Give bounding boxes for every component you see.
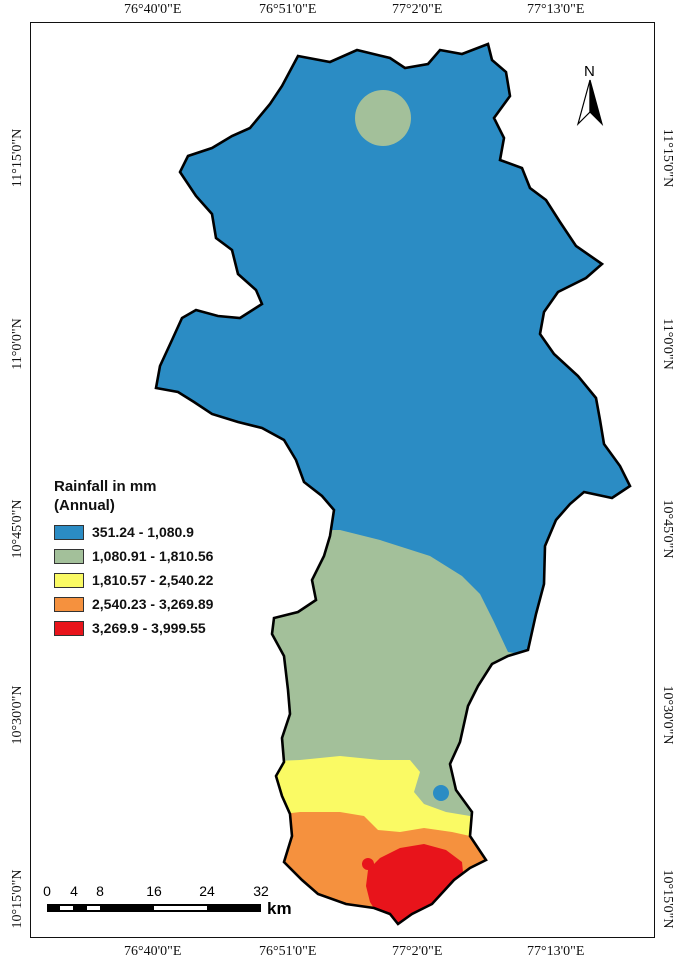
- legend-title-line1: Rainfall in mm: [54, 478, 157, 495]
- legend-item: 1,810.57 - 2,540.22: [54, 569, 314, 591]
- scale-tick-16: 16: [146, 883, 162, 899]
- north-arrow: N: [576, 63, 604, 127]
- scale-unit: km: [267, 899, 292, 918]
- coord-bottom-1: 76°40'0"E: [124, 944, 182, 959]
- north-label: N: [584, 63, 595, 80]
- legend-swatch: [54, 620, 84, 636]
- coord-bottom-4: 77°13'0"E: [527, 944, 585, 959]
- coord-top-1: 76°40'0"E: [124, 2, 182, 17]
- legend-label: 1,810.57 - 2,540.22: [92, 572, 214, 588]
- coord-top-2: 76°51'0"E: [259, 2, 317, 17]
- legend-swatch: [54, 596, 84, 612]
- legend-label: 1,080.91 - 1,810.56: [92, 548, 214, 564]
- zone-1080-1810-south-patch: [433, 785, 449, 801]
- legend-item: 351.24 - 1,080.9: [54, 521, 314, 543]
- coord-bottom-3: 77°2'0"E: [392, 944, 443, 959]
- legend-label: 3,269.9 - 3,999.55: [92, 620, 206, 636]
- map-frame: [30, 22, 655, 938]
- zone-1080-1810-north-patch: [355, 90, 411, 146]
- legend-label: 2,540.23 - 3,269.89: [92, 596, 214, 612]
- scale-bar: 0 4 8 16 24 32 km: [43, 883, 291, 918]
- scale-tick-4: 4: [70, 883, 78, 899]
- scale-tick-32: 32: [253, 883, 269, 899]
- legend-label: 351.24 - 1,080.9: [92, 524, 194, 540]
- coord-bottom-2: 76°51'0"E: [259, 944, 317, 959]
- legend-item: 3,269.9 - 3,999.55: [54, 617, 314, 639]
- scale-tick-0: 0: [43, 883, 51, 899]
- legend-swatch: [54, 524, 84, 540]
- legend-item: 2,540.23 - 3,269.89: [54, 593, 314, 615]
- zone-3270-4000-patch: [362, 858, 374, 870]
- legend: Rainfall in mm (Annual) 351.24 - 1,080.9…: [54, 477, 314, 639]
- coord-top-4: 77°13'0"E: [527, 2, 585, 17]
- legend-swatch: [54, 548, 84, 564]
- coord-top-3: 77°2'0"E: [392, 2, 443, 17]
- scale-tick-24: 24: [199, 883, 215, 899]
- legend-title-line2: (Annual): [54, 497, 115, 514]
- scale-tick-8: 8: [96, 883, 104, 899]
- legend-item: 1,080.91 - 1,810.56: [54, 545, 314, 567]
- legend-swatch: [54, 572, 84, 588]
